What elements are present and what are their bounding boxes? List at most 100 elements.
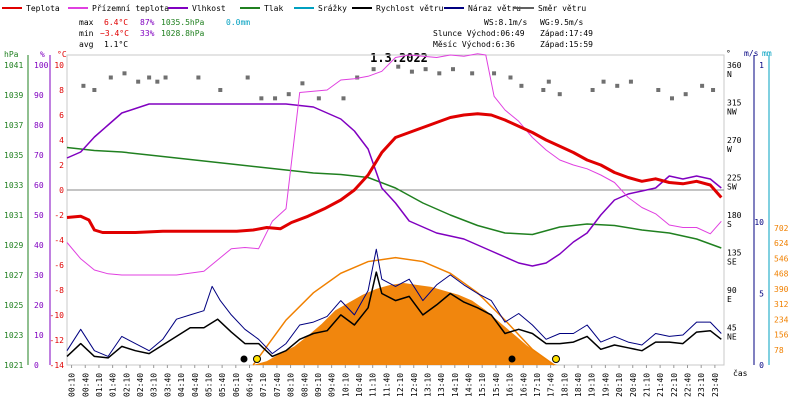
wind-direction-point: [122, 71, 127, 76]
legend-label-4: Srážky: [318, 4, 347, 13]
mm-tick: 234: [774, 315, 789, 324]
hpa-tick: 1021: [4, 361, 23, 370]
wind-direction-point: [92, 88, 97, 92]
direction-tick: 225: [727, 174, 742, 183]
legend-label-1: Přízemní teplota: [92, 4, 169, 13]
stat-sun: Slunce Východ:06:49: [433, 29, 525, 38]
time-tick-label: 02:10: [122, 373, 131, 397]
time-tick-label: 18:10: [560, 373, 569, 397]
axis-unit-pct: %: [40, 50, 45, 59]
time-tick-label: 03:40: [163, 373, 172, 397]
hpa-tick: 1025: [4, 301, 23, 310]
pressure-line: [66, 146, 722, 249]
time-tick-label: 13:10: [423, 373, 432, 397]
stat-min-press: 1028.8hPa: [161, 29, 205, 38]
wind-direction-point: [155, 79, 160, 84]
wind-direction-point: [508, 75, 513, 80]
time-tick-label: 10:40: [355, 373, 364, 397]
time-tick-label: 00:40: [81, 373, 90, 397]
wind-direction-point: [409, 69, 414, 74]
theoretical-sun-arc: [252, 256, 555, 366]
wind-direction-point: [300, 81, 305, 86]
stat-max-press: 1035.5hPa: [161, 18, 205, 27]
legend-label-0: Teplota: [26, 4, 60, 13]
axis-unit-mm: mm: [762, 49, 772, 58]
time-tick-label: 09:40: [328, 373, 337, 397]
hpa-tick: 1031: [4, 211, 23, 220]
pct-tick: 0: [34, 361, 39, 370]
time-tick-label: 11:10: [369, 373, 378, 397]
wind-direction-point: [108, 75, 113, 80]
wind-direction-point: [396, 64, 401, 69]
celsius-tick: -14: [50, 361, 65, 370]
wind-direction-point: [218, 88, 223, 92]
celsius-tick: -4: [54, 236, 64, 245]
wind-direction-point: [590, 88, 595, 92]
sunrise-marker: [253, 355, 261, 363]
pct-tick: 30: [34, 271, 44, 280]
axis-unit-ms: m/s: [744, 49, 759, 58]
stat-moon-set: Západ:15:59: [540, 40, 593, 49]
time-tick-label: 21:10: [642, 373, 651, 397]
moonset-marker: [508, 355, 516, 363]
wind-direction-point: [245, 75, 250, 80]
time-tick-label: 01:10: [95, 373, 104, 397]
time-tick-label: 06:10: [232, 373, 241, 397]
time-tick-label: 07:10: [259, 373, 268, 397]
time-tick-label: 04:10: [177, 373, 186, 397]
temperature-line: [66, 112, 723, 234]
wind-speed-line: [66, 271, 722, 359]
time-tick-label: 07:40: [273, 373, 282, 397]
celsius-tick: -6: [54, 261, 64, 270]
time-tick-label: 22:40: [684, 373, 693, 397]
time-tick-label: 11:40: [382, 373, 391, 397]
direction-tick: NW: [727, 108, 737, 117]
mm-tick: 702: [774, 224, 789, 233]
time-tick-label: 19:10: [588, 373, 597, 397]
direction-tick: 270: [727, 136, 742, 145]
moonrise-marker: [240, 355, 248, 363]
wind-direction-point: [492, 71, 497, 76]
wind-direction-point: [700, 83, 705, 88]
pct-tick: 70: [34, 151, 44, 160]
direction-tick: SW: [727, 183, 737, 192]
mm-tick: 312: [774, 300, 789, 309]
solar-layer: [252, 256, 558, 366]
wind-direction-point: [615, 83, 620, 88]
wind-gust-line: [66, 248, 722, 357]
stat-min-temp: −3.4°C: [100, 29, 129, 38]
hpa-tick: 1035: [4, 151, 23, 160]
left-axes: 1041103910371035103310311029102710251023…: [4, 55, 64, 370]
legend-label-3: Tlak: [264, 4, 283, 13]
stat-max-label: max: [79, 18, 94, 27]
time-tick-label: 08:40: [300, 373, 309, 397]
time-tick-label: 10:10: [341, 373, 350, 397]
time-tick-label: 17:10: [533, 373, 542, 397]
stat-avg-label: avg: [79, 40, 94, 49]
time-tick-label: 08:10: [287, 373, 296, 397]
direction-tick: 135: [727, 249, 742, 258]
celsius-tick: 8: [59, 86, 64, 95]
wind-direction-point: [628, 79, 633, 84]
sun-moon-markers: [240, 355, 560, 363]
direction-tick: 360: [727, 61, 742, 70]
ms-tick: 5: [759, 290, 764, 299]
solar-radiation-area: [253, 283, 558, 365]
hpa-tick: 1033: [4, 181, 23, 190]
celsius-tick: 10: [54, 61, 64, 70]
time-tick-label: 09:10: [314, 373, 323, 397]
time-tick-label: 23:10: [697, 373, 706, 397]
stat-sun-set: Západ:17:49: [540, 29, 593, 38]
pct-tick: 90: [34, 91, 44, 100]
time-tick-label: 14:40: [465, 373, 474, 397]
mm-tick: 546: [774, 254, 789, 263]
wind-direction-point: [656, 88, 661, 92]
ms-tick: 0: [759, 361, 764, 370]
direction-tick: 45: [727, 324, 737, 333]
legend-label-5: Rychlost větru: [376, 4, 444, 13]
time-tick-label: 03:10: [150, 373, 159, 397]
time-tick-label: 16:40: [519, 373, 528, 397]
direction-tick: 90: [727, 286, 737, 295]
wind-direction-point: [546, 79, 551, 84]
hpa-tick: 1037: [4, 121, 23, 130]
